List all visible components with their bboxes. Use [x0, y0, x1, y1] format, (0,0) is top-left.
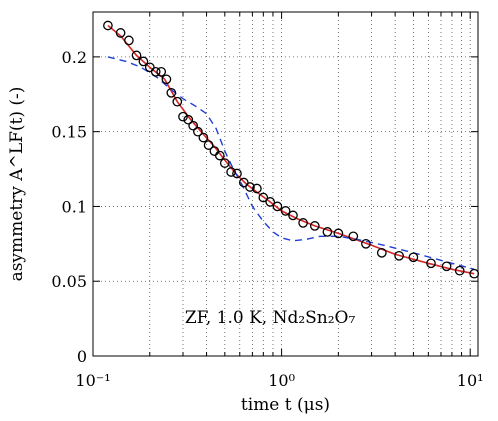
data-point — [408, 252, 419, 263]
ticks — [92, 12, 478, 357]
tick-labels: 0 0.05 0.1 0.15 0.2 10⁻¹ 10⁰ 10¹ — [51, 48, 483, 390]
data-point — [245, 182, 255, 192]
data-point — [183, 114, 194, 125]
x-tick-label: 10¹ — [457, 371, 484, 390]
x-tick-label: 10⁻¹ — [75, 371, 110, 390]
data-point — [348, 231, 359, 242]
data-point — [322, 227, 333, 237]
data-point — [454, 265, 465, 276]
data-point — [238, 177, 249, 188]
data-point — [103, 20, 113, 31]
data-point — [333, 228, 344, 239]
data-point — [298, 218, 308, 228]
data-point — [265, 197, 276, 207]
data-point — [203, 140, 214, 150]
data-point — [131, 50, 142, 61]
data-point — [252, 183, 262, 194]
data-point — [178, 111, 188, 122]
data-point — [115, 28, 126, 38]
y-tick-label: 0.05 — [51, 272, 87, 291]
x-tick-label: 10⁰ — [268, 371, 295, 390]
data-point — [150, 66, 161, 77]
y-tick-label: 0.15 — [51, 123, 87, 142]
y-axis-title: asymmetry A^LF(t) (-) — [7, 87, 27, 282]
data-point — [272, 201, 283, 212]
data-point — [161, 74, 172, 85]
chart-annotation: ZF, 1.0 K, Nd₂Sn₂O₇ — [185, 308, 356, 328]
data-point — [309, 221, 320, 231]
data-point — [226, 167, 236, 177]
data-point — [361, 238, 371, 249]
data-point — [232, 168, 242, 179]
data-point — [376, 247, 387, 258]
series-layer — [103, 20, 480, 279]
data-point — [219, 158, 230, 168]
data-point — [193, 126, 203, 137]
data-point — [156, 66, 167, 77]
y-tick-label: 0.1 — [62, 197, 87, 216]
data-point — [441, 261, 452, 272]
data-point — [214, 150, 225, 161]
data-point — [280, 206, 291, 216]
data-point — [288, 210, 298, 221]
data-point — [426, 258, 436, 269]
data-point — [172, 96, 183, 107]
plot-frame — [92, 11, 479, 357]
data-point — [258, 192, 269, 203]
y-tick-label: 0.2 — [62, 48, 87, 67]
x-axis-title: time t (μs) — [241, 395, 330, 415]
data-point — [166, 87, 177, 98]
y-tick-label: 0 — [77, 347, 87, 366]
data-point — [394, 250, 404, 261]
data-point — [188, 120, 199, 131]
data-point — [198, 132, 209, 143]
data-point — [124, 35, 134, 46]
data-point — [138, 56, 149, 67]
